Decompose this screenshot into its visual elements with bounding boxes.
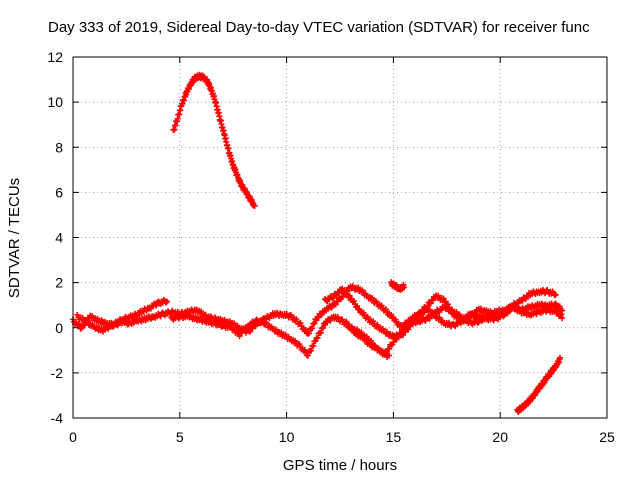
- y-tick-label: 12: [47, 49, 63, 65]
- data-point: [557, 354, 564, 361]
- data-point: [249, 325, 256, 332]
- data-point: [354, 303, 361, 310]
- data-point: [251, 202, 258, 209]
- data-point: [405, 326, 412, 333]
- data-point: [308, 347, 315, 354]
- series-band-a: [70, 296, 170, 332]
- y-tick-label: 10: [47, 94, 63, 110]
- series-arc-15h-small: [388, 279, 408, 293]
- series-band-e: [343, 318, 393, 360]
- data-point: [411, 317, 418, 324]
- y-tick-label: 6: [55, 184, 63, 200]
- data-points: [70, 71, 566, 415]
- y-tick-label: 4: [55, 230, 63, 246]
- series-arc-morning-peak: [170, 71, 258, 209]
- data-point: [313, 317, 320, 324]
- data-point: [297, 320, 304, 327]
- data-point: [310, 342, 317, 349]
- data-point: [315, 314, 322, 321]
- data-point: [225, 145, 232, 152]
- data-point: [350, 298, 357, 305]
- data-point: [78, 325, 85, 332]
- data-point: [163, 298, 170, 305]
- data-point: [309, 325, 316, 332]
- series-band-d: [322, 285, 566, 342]
- data-point: [236, 333, 243, 340]
- data-point: [558, 311, 565, 318]
- data-point: [332, 301, 339, 308]
- data-point: [311, 320, 318, 327]
- data-point: [401, 284, 408, 291]
- data-point: [386, 352, 393, 359]
- data-point: [328, 304, 335, 311]
- data-point: [339, 293, 346, 300]
- x-tick-label: 15: [386, 429, 402, 445]
- data-point: [304, 352, 311, 359]
- data-point: [247, 328, 254, 335]
- data-point: [402, 328, 409, 335]
- y-tick-label: 2: [55, 275, 63, 291]
- data-point: [319, 324, 326, 331]
- data-point: [241, 327, 248, 334]
- data-point: [153, 302, 160, 309]
- series-arc-late-negative: [514, 354, 564, 415]
- data-point: [559, 307, 566, 314]
- data-point: [317, 329, 324, 336]
- data-point: [474, 319, 481, 326]
- data-point: [238, 330, 245, 337]
- data-point: [409, 321, 416, 328]
- axis-ticks: 0 5 10 15 20 25 -4 -2 0 2 4 6 8 10 12: [47, 49, 615, 445]
- y-axis-label: SDTVAR / TECUs: [6, 178, 23, 298]
- data-point: [427, 300, 434, 307]
- y-tick-label: -2: [51, 365, 64, 381]
- x-tick-label: 0: [69, 429, 77, 445]
- data-point: [334, 298, 341, 305]
- x-tick-label: 25: [599, 429, 615, 445]
- data-point: [306, 330, 313, 337]
- data-point: [440, 295, 447, 302]
- y-tick-label: 0: [55, 320, 63, 336]
- y-tick-label: 8: [55, 139, 63, 155]
- x-axis-label: GPS time / hours: [283, 457, 397, 474]
- data-point: [559, 315, 566, 322]
- x-tick-label: 10: [279, 429, 295, 445]
- data-point: [346, 292, 353, 299]
- data-point: [400, 331, 407, 338]
- data-point: [318, 311, 325, 318]
- data-point: [429, 297, 436, 304]
- data-point: [302, 327, 309, 334]
- data-point: [314, 334, 321, 341]
- x-tick-label: 5: [176, 429, 184, 445]
- chart-title: Day 333 of 2019, Sidereal Day-to-day VTE…: [48, 19, 590, 36]
- data-point: [552, 291, 559, 298]
- data-point: [162, 299, 169, 306]
- data-point: [386, 345, 393, 352]
- grid-lines: [73, 57, 607, 418]
- x-tick-label: 20: [492, 429, 508, 445]
- y-tick-label: -4: [51, 410, 64, 426]
